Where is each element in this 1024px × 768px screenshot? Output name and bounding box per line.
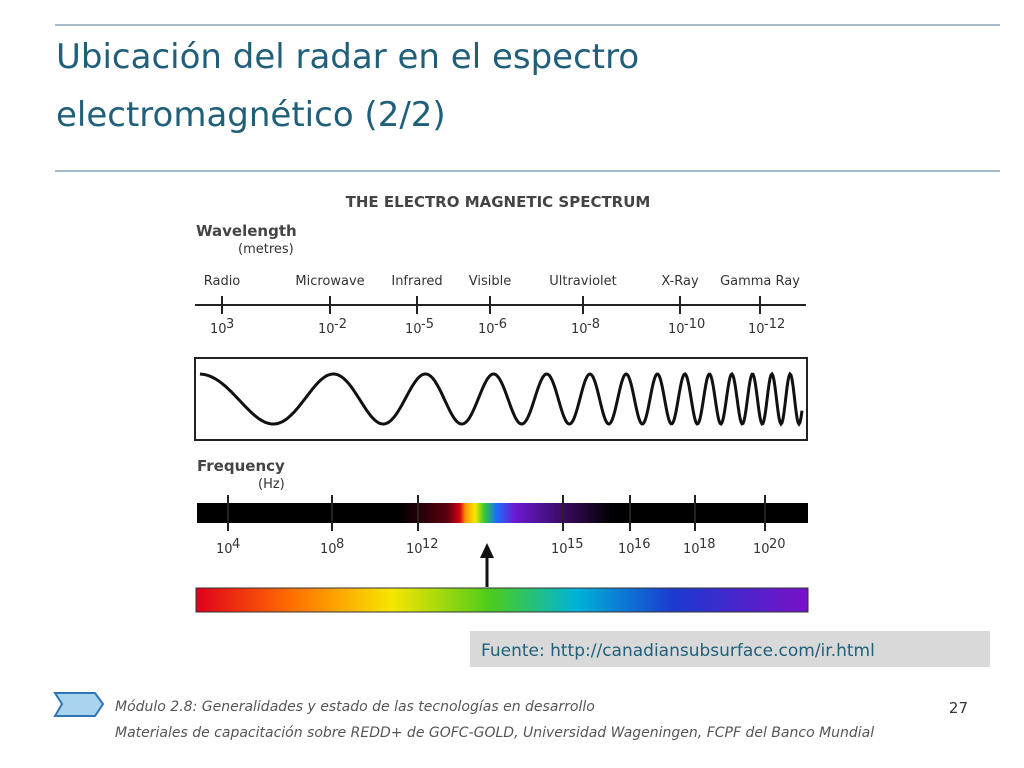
wavelength-base: 10	[405, 322, 422, 337]
frequency-base: 10	[683, 542, 700, 557]
frequency-base: 10	[618, 542, 635, 557]
frequency-exp: 15	[567, 537, 584, 552]
source-box	[470, 631, 990, 667]
wavelength-base: 10	[748, 322, 765, 337]
wave	[199, 371, 804, 427]
wavelength-base: 10	[571, 322, 588, 337]
frequency-base: 10	[216, 542, 233, 557]
slide-title: Ubicación del radar en el espectro elect…	[56, 37, 640, 135]
wavelength-exp: -5	[421, 317, 434, 332]
wavelength-exp: -2	[334, 317, 347, 332]
page-number: 27	[949, 699, 968, 717]
wavelength-exp: -12	[764, 317, 785, 332]
footer-icon	[53, 692, 105, 717]
frequency-unit: (Hz)	[258, 477, 285, 492]
wavelength-exp: -6	[494, 317, 507, 332]
wavelength-unit: (metres)	[238, 242, 294, 257]
source: Fuente: http://canadiansubsurface.com/ir…	[481, 641, 875, 661]
footer-credits: Materiales de capacitación sobre REDD+ d…	[115, 725, 874, 741]
frequency-exp: 18	[699, 537, 716, 552]
band-name: Visible	[469, 274, 511, 289]
footer-module: Módulo 2.8: Generalidades y estado de la…	[115, 699, 595, 715]
frequency-base: 10	[406, 542, 423, 557]
band-name: Gamma Ray	[720, 274, 800, 289]
arrow-head	[480, 543, 494, 558]
frequency-label: Frequency	[197, 457, 285, 475]
visible-bar	[195, 587, 809, 613]
frequency-exp: 16	[634, 537, 651, 552]
frequency-exp: 8	[336, 537, 344, 552]
frequency-base: 10	[551, 542, 568, 557]
title-box: Ubicación del radar en el espectro elect…	[56, 37, 640, 135]
wavelength-base: 10	[210, 322, 227, 337]
band-name: Infrared	[391, 274, 442, 289]
frequency-bar	[197, 503, 808, 523]
band-name: Radio	[204, 274, 241, 289]
spectrum-diagram: THE ELECTRO MAGNETIC SPECTRUM Wavelength…	[194, 193, 809, 613]
wavelength-base: 10	[478, 322, 495, 337]
wavelength-base: 10	[668, 322, 685, 337]
wavelength-exp: 3	[226, 317, 234, 332]
frequency-base: 10	[753, 542, 770, 557]
band-name: Microwave	[295, 274, 364, 289]
band-name: X-Ray	[661, 274, 699, 289]
frequency-base: 10	[320, 542, 337, 557]
frequency-exp: 12	[422, 537, 439, 552]
frequency-exp: 4	[232, 537, 240, 552]
wavelength-base: 10	[318, 322, 335, 337]
diagram-title: THE ELECTRO MAGNETIC SPECTRUM	[346, 193, 651, 211]
band-name: Ultraviolet	[549, 274, 617, 289]
frequency-exp: 20	[769, 537, 786, 552]
wavelength-exp: -8	[587, 317, 600, 332]
wavelength-exp: -10	[684, 317, 705, 332]
wavelength-label: Wavelength	[196, 222, 297, 240]
